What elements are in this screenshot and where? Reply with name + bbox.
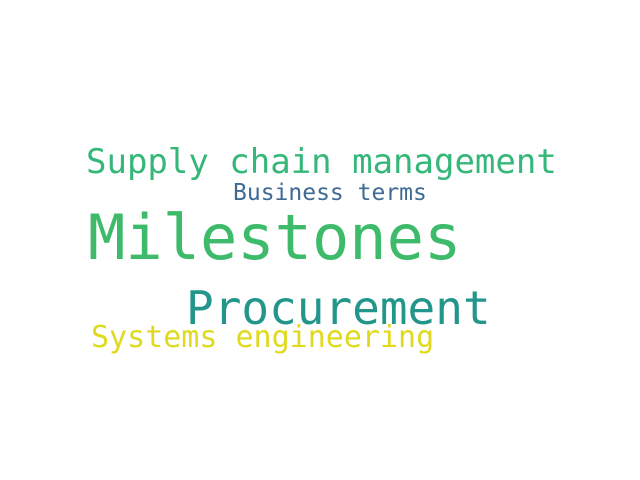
word-procurement: Procurement bbox=[186, 281, 491, 335]
word-supply-chain-management: Supply chain management bbox=[86, 142, 557, 182]
word-business-terms: Business terms bbox=[233, 180, 427, 206]
word-systems-engineering: Systems engineering bbox=[91, 320, 435, 355]
word-milestones: Milestones bbox=[88, 201, 462, 274]
